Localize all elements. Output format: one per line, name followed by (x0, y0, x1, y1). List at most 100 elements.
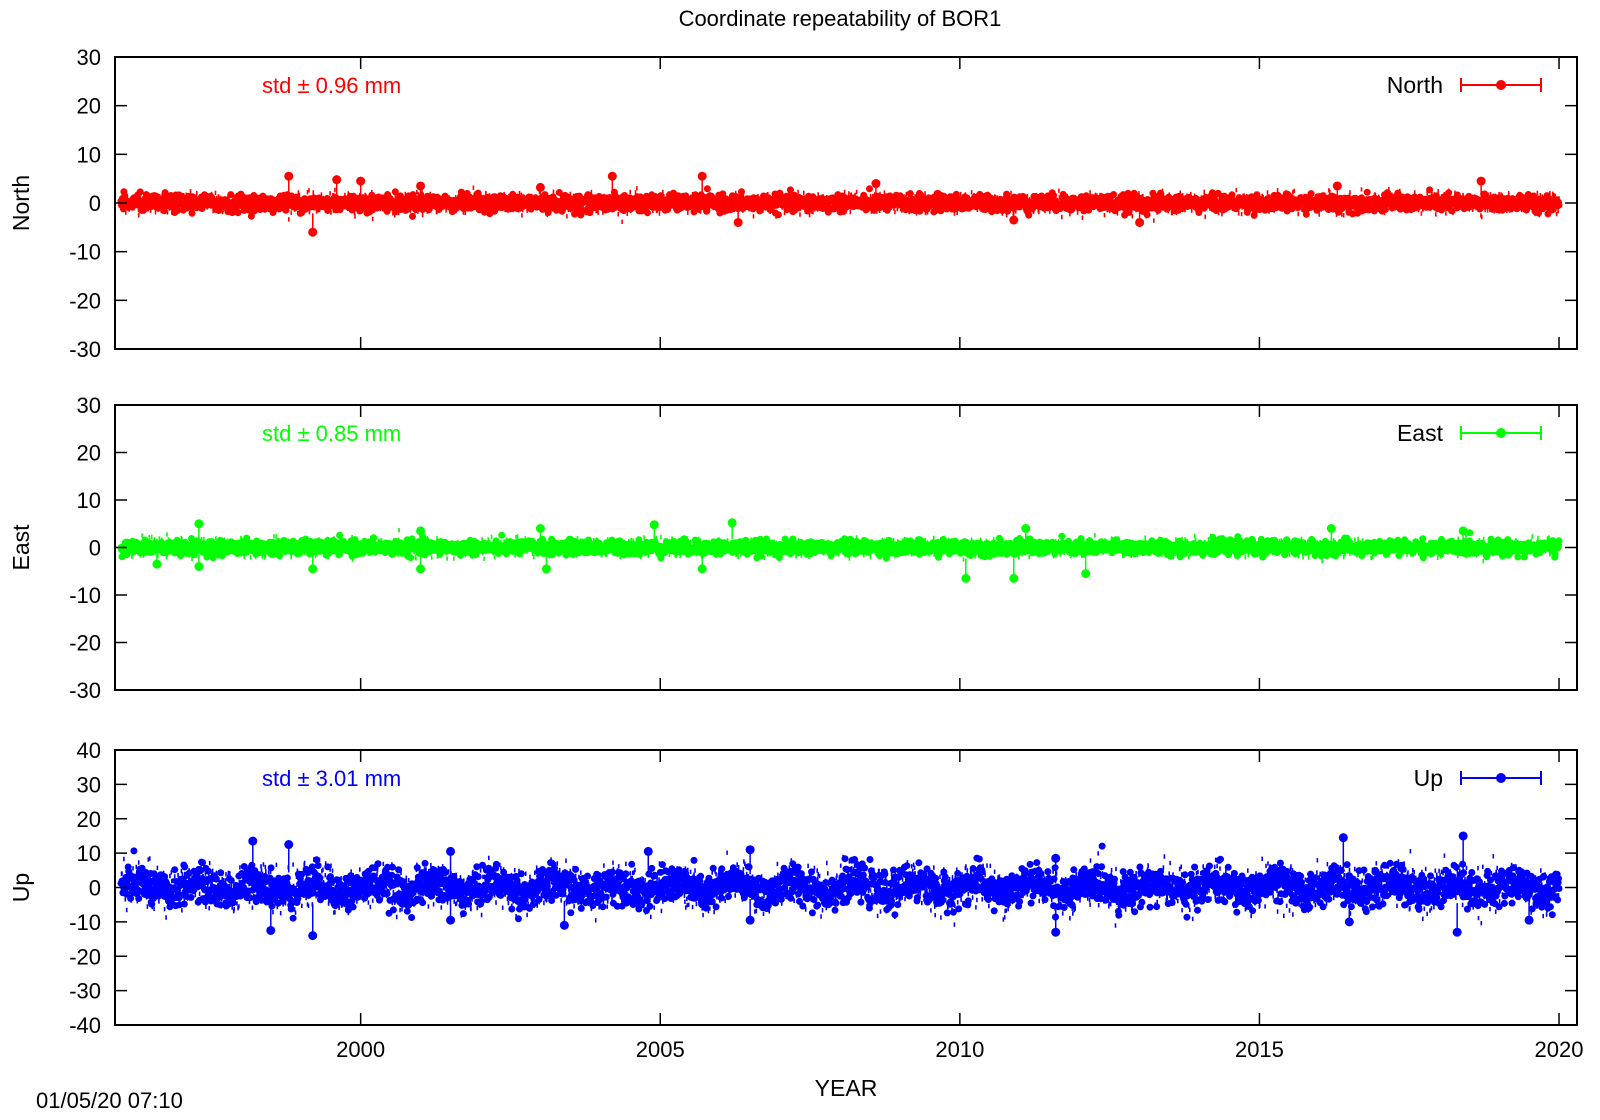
outlier-point (1476, 176, 1486, 186)
outlier-point (1326, 524, 1336, 533)
panel-east: -30 -20 -10 0 10 20 30 East std ± 0.85 mm East (8, 393, 1578, 703)
ytick-label: -30 (69, 678, 101, 703)
y-axis-label: North (8, 175, 34, 231)
chart-panels: -30 -20 -10 0 10 20 30 North std ± 0.96 mm North -… (8, 45, 1584, 1101)
data-points (117, 529, 1563, 562)
data-band (117, 831, 1563, 941)
ytick-label: 30 (77, 393, 101, 418)
xtick-label: 2010 (935, 1037, 984, 1062)
outlier-point (1021, 524, 1031, 533)
outlier-point (871, 179, 881, 189)
outlier-point (308, 227, 318, 237)
data-band (117, 171, 1563, 237)
outlier-point (643, 846, 653, 856)
ytick-label: 20 (77, 94, 101, 119)
ytick-label: -10 (69, 910, 101, 935)
ytick-label: 0 (89, 536, 101, 561)
ytick-label: -20 (69, 944, 101, 969)
outlier-point (1452, 927, 1462, 937)
std-label: std ± 0.85 mm (262, 421, 401, 446)
std-label: std ± 0.96 mm (262, 73, 401, 98)
outlier-point (745, 915, 755, 925)
ytick-label: 0 (89, 876, 101, 901)
outlier-point (697, 171, 707, 181)
data-points (117, 185, 1563, 220)
outlier-point (332, 175, 342, 185)
outlier-point (727, 518, 737, 528)
chart-title: Coordinate repeatability of BOR1 (679, 6, 1002, 31)
ytick-label: 30 (77, 772, 101, 797)
outlier-point (248, 836, 258, 846)
ytick-label: -20 (69, 631, 101, 656)
outlier-point (961, 573, 971, 583)
xtick-label: 2020 (1535, 1037, 1584, 1062)
outlier-point (356, 176, 366, 186)
ytick-label: 40 (77, 738, 101, 763)
ytick-label: 20 (77, 441, 101, 466)
xtick-label: 2005 (636, 1037, 685, 1062)
outlier-point (284, 171, 294, 181)
legend-marker (1496, 80, 1506, 90)
outlier-point (266, 925, 276, 935)
outlier-point (194, 562, 204, 571)
ytick-label: -20 (69, 288, 101, 313)
outlier-point (194, 519, 204, 529)
legend-label: Up (1414, 765, 1443, 791)
outlier-point (308, 931, 318, 941)
outlier-point (733, 217, 743, 227)
y-axis-label: East (8, 524, 34, 571)
outlier-point (1524, 915, 1534, 925)
outlier-point (416, 526, 426, 536)
outlier-point (1458, 526, 1468, 536)
outlier-point (1332, 181, 1342, 191)
data-band (117, 518, 1563, 583)
ytick-label: 10 (77, 488, 101, 513)
ytick-label: -30 (69, 979, 101, 1004)
ytick-label: 10 (77, 841, 101, 866)
outlier-point (607, 171, 617, 181)
outlier-point (1009, 215, 1019, 225)
ytick-label: -10 (69, 583, 101, 608)
outlier-point (416, 181, 426, 191)
outlier-point (649, 520, 659, 530)
outlier-point (535, 524, 545, 533)
y-axis-label: Up (8, 873, 34, 902)
legend-label: East (1397, 420, 1444, 446)
outlier-point (1051, 927, 1061, 937)
outlier-point (1081, 569, 1091, 579)
legend-label: North (1387, 72, 1443, 98)
xtick-label: 2015 (1235, 1037, 1284, 1062)
outlier-point (1344, 917, 1354, 927)
outlier-point (308, 564, 318, 574)
outlier-point (559, 920, 569, 930)
ytick-label: 10 (77, 142, 101, 167)
outlier-point (1135, 217, 1145, 227)
outlier-point (535, 182, 545, 192)
legend-marker (1496, 428, 1506, 438)
ytick-label: 20 (77, 807, 101, 832)
outlier-point (284, 840, 294, 850)
outlier-point (416, 564, 426, 574)
outlier-point (446, 915, 456, 925)
outlier-point (745, 845, 755, 855)
timestamp: 01/05/20 07:10 (36, 1088, 183, 1113)
legend-marker (1496, 773, 1506, 783)
outlier-point (1338, 833, 1348, 843)
ytick-label: -30 (69, 337, 101, 362)
outlier-point (697, 564, 707, 574)
ytick-label: 0 (89, 191, 101, 216)
outlier-point (152, 559, 162, 569)
xtick-label: 2000 (336, 1037, 385, 1062)
outlier-point (541, 564, 551, 574)
outlier-point (446, 846, 456, 856)
ytick-label: -10 (69, 240, 101, 265)
std-label: std ± 3.01 mm (262, 766, 401, 791)
panel-north: -30 -20 -10 0 10 20 30 North std ± 0.96 mm North (8, 45, 1578, 362)
outlier-point (1458, 831, 1468, 841)
data-points (117, 842, 1563, 923)
panel-up: -40 -30 -20 -10 0 10 20 30 40 2000 2005 2010 2015 202… (8, 738, 1584, 1101)
outlier-point (1009, 573, 1019, 583)
outlier-point (1051, 853, 1061, 863)
ytick-label: -40 (69, 1013, 101, 1038)
